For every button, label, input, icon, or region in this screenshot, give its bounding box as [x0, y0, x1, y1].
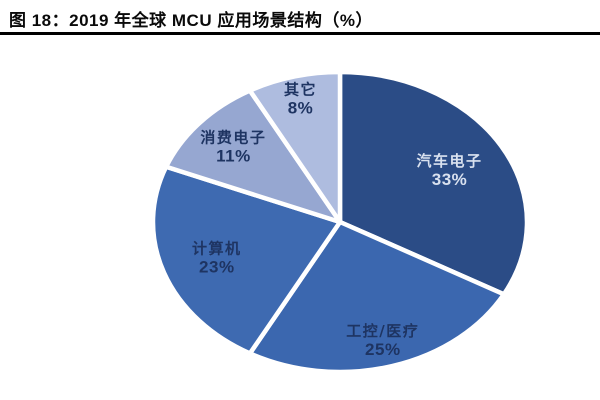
slice-percent-value: 11%: [216, 147, 251, 166]
slice-category-name: 消费电子: [200, 129, 266, 147]
slice-category-name: 其它: [284, 81, 317, 99]
pie-slice-label-1: 汽车电子 33%: [416, 152, 482, 189]
pie-slice-label-4: 消费电子 11%: [200, 129, 266, 166]
title-divider: [0, 32, 600, 35]
pie-slice-label-3: 计算机 23%: [192, 240, 242, 277]
pie-slice-2: [247, 219, 507, 375]
pie-slice-1: [337, 69, 530, 297]
slice-category-name: 计算机: [192, 240, 242, 258]
slice-percent-value: 33%: [432, 170, 468, 189]
pie-slice-label-5: 其它 8%: [284, 81, 317, 118]
slice-category-name: 工控/医疗: [346, 322, 419, 340]
slice-percent-value: 23%: [199, 258, 235, 277]
slice-category-name: 汽车电子: [416, 152, 482, 170]
pie-slice-5: [247, 69, 343, 225]
pie-slice-label-2: 工控/医疗 25%: [346, 322, 419, 359]
slice-percent-value: 25%: [365, 340, 401, 359]
pie-slice-3: [150, 164, 343, 356]
pie-slice-4: [163, 88, 343, 225]
figure-title: 图 18：2019 年全球 MCU 应用场景结构（%）: [9, 11, 373, 30]
slice-percent-value: 8%: [288, 99, 314, 118]
